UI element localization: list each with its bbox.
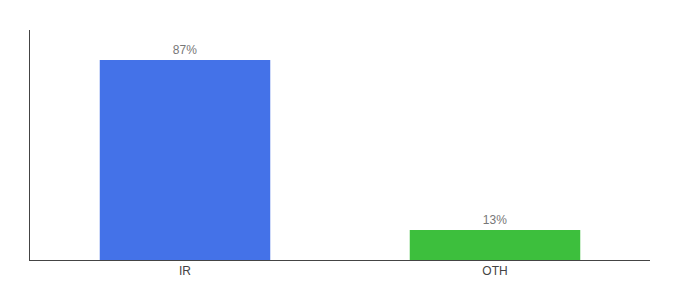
svg-text:IR: IR	[179, 264, 191, 278]
svg-text:87%: 87%	[173, 43, 197, 57]
svg-text:OTH: OTH	[482, 264, 507, 278]
svg-text:13%: 13%	[483, 213, 507, 227]
